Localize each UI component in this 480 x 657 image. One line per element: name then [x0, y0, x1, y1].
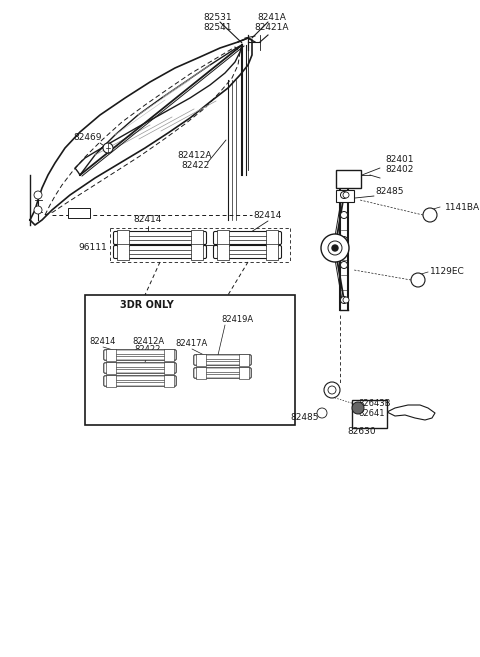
FancyBboxPatch shape [104, 376, 176, 386]
Text: 82422: 82422 [181, 160, 209, 170]
Circle shape [343, 297, 349, 303]
Circle shape [423, 208, 437, 222]
Text: 82541: 82541 [204, 22, 232, 32]
FancyBboxPatch shape [214, 246, 281, 258]
Bar [106, 349, 116, 361]
Bar [164, 362, 174, 374]
Text: 82531: 82531 [204, 14, 232, 22]
Text: 82422: 82422 [135, 346, 161, 355]
Circle shape [328, 386, 336, 394]
Bar [217, 244, 229, 260]
Circle shape [352, 402, 364, 414]
FancyBboxPatch shape [104, 363, 176, 373]
Circle shape [340, 261, 348, 269]
Circle shape [103, 143, 113, 153]
Text: 82414: 82414 [254, 210, 282, 219]
Circle shape [34, 206, 42, 214]
Bar [117, 244, 129, 260]
Bar [217, 230, 229, 246]
Text: 82421A: 82421A [255, 22, 289, 32]
FancyBboxPatch shape [104, 350, 176, 360]
Text: 82417A: 82417A [176, 338, 208, 348]
FancyBboxPatch shape [194, 368, 251, 378]
Text: 82630: 82630 [348, 428, 376, 436]
Circle shape [411, 273, 425, 287]
Text: 82419A: 82419A [221, 315, 253, 325]
Bar [191, 230, 203, 246]
FancyBboxPatch shape [194, 355, 251, 365]
Text: 82414: 82414 [134, 215, 162, 225]
Circle shape [324, 382, 340, 398]
Text: 82412A: 82412A [132, 338, 164, 346]
Circle shape [340, 212, 348, 219]
Text: 82469: 82469 [74, 133, 102, 143]
Text: 96111: 96111 [79, 244, 108, 252]
Bar [196, 354, 206, 366]
FancyBboxPatch shape [113, 231, 206, 244]
Bar [239, 354, 249, 366]
Bar [117, 230, 129, 246]
Text: 82643B: 82643B [358, 399, 391, 407]
Bar [336, 170, 361, 188]
Text: 3DR ONLY: 3DR ONLY [120, 300, 174, 310]
Circle shape [340, 237, 348, 244]
Circle shape [343, 192, 349, 198]
FancyBboxPatch shape [113, 246, 206, 258]
Text: 82485: 82485 [291, 413, 319, 422]
Text: 82401: 82401 [385, 156, 413, 164]
Text: 82485: 82485 [375, 187, 404, 196]
Text: 82402: 82402 [385, 166, 413, 175]
Bar [239, 367, 249, 379]
Circle shape [340, 191, 348, 198]
Text: 8241A: 8241A [258, 14, 287, 22]
Circle shape [34, 191, 42, 199]
Circle shape [340, 296, 348, 304]
Circle shape [328, 241, 342, 255]
Text: 82641: 82641 [358, 409, 384, 417]
Bar [164, 375, 174, 387]
Bar [352, 400, 387, 428]
Bar [266, 230, 278, 246]
Bar [68, 208, 90, 218]
FancyBboxPatch shape [214, 231, 281, 244]
Circle shape [332, 245, 338, 251]
Bar [266, 244, 278, 260]
Bar [164, 349, 174, 361]
Text: 82414: 82414 [90, 338, 116, 346]
Bar [336, 190, 354, 202]
Bar [191, 244, 203, 260]
Bar [196, 367, 206, 379]
Bar [106, 362, 116, 374]
Circle shape [317, 408, 327, 418]
Circle shape [321, 234, 349, 262]
Bar [85, 295, 295, 425]
Text: 1141BA: 1141BA [445, 204, 480, 212]
Text: 1129EC: 1129EC [430, 267, 465, 277]
Text: 82412A: 82412A [178, 150, 212, 160]
Bar [106, 375, 116, 387]
